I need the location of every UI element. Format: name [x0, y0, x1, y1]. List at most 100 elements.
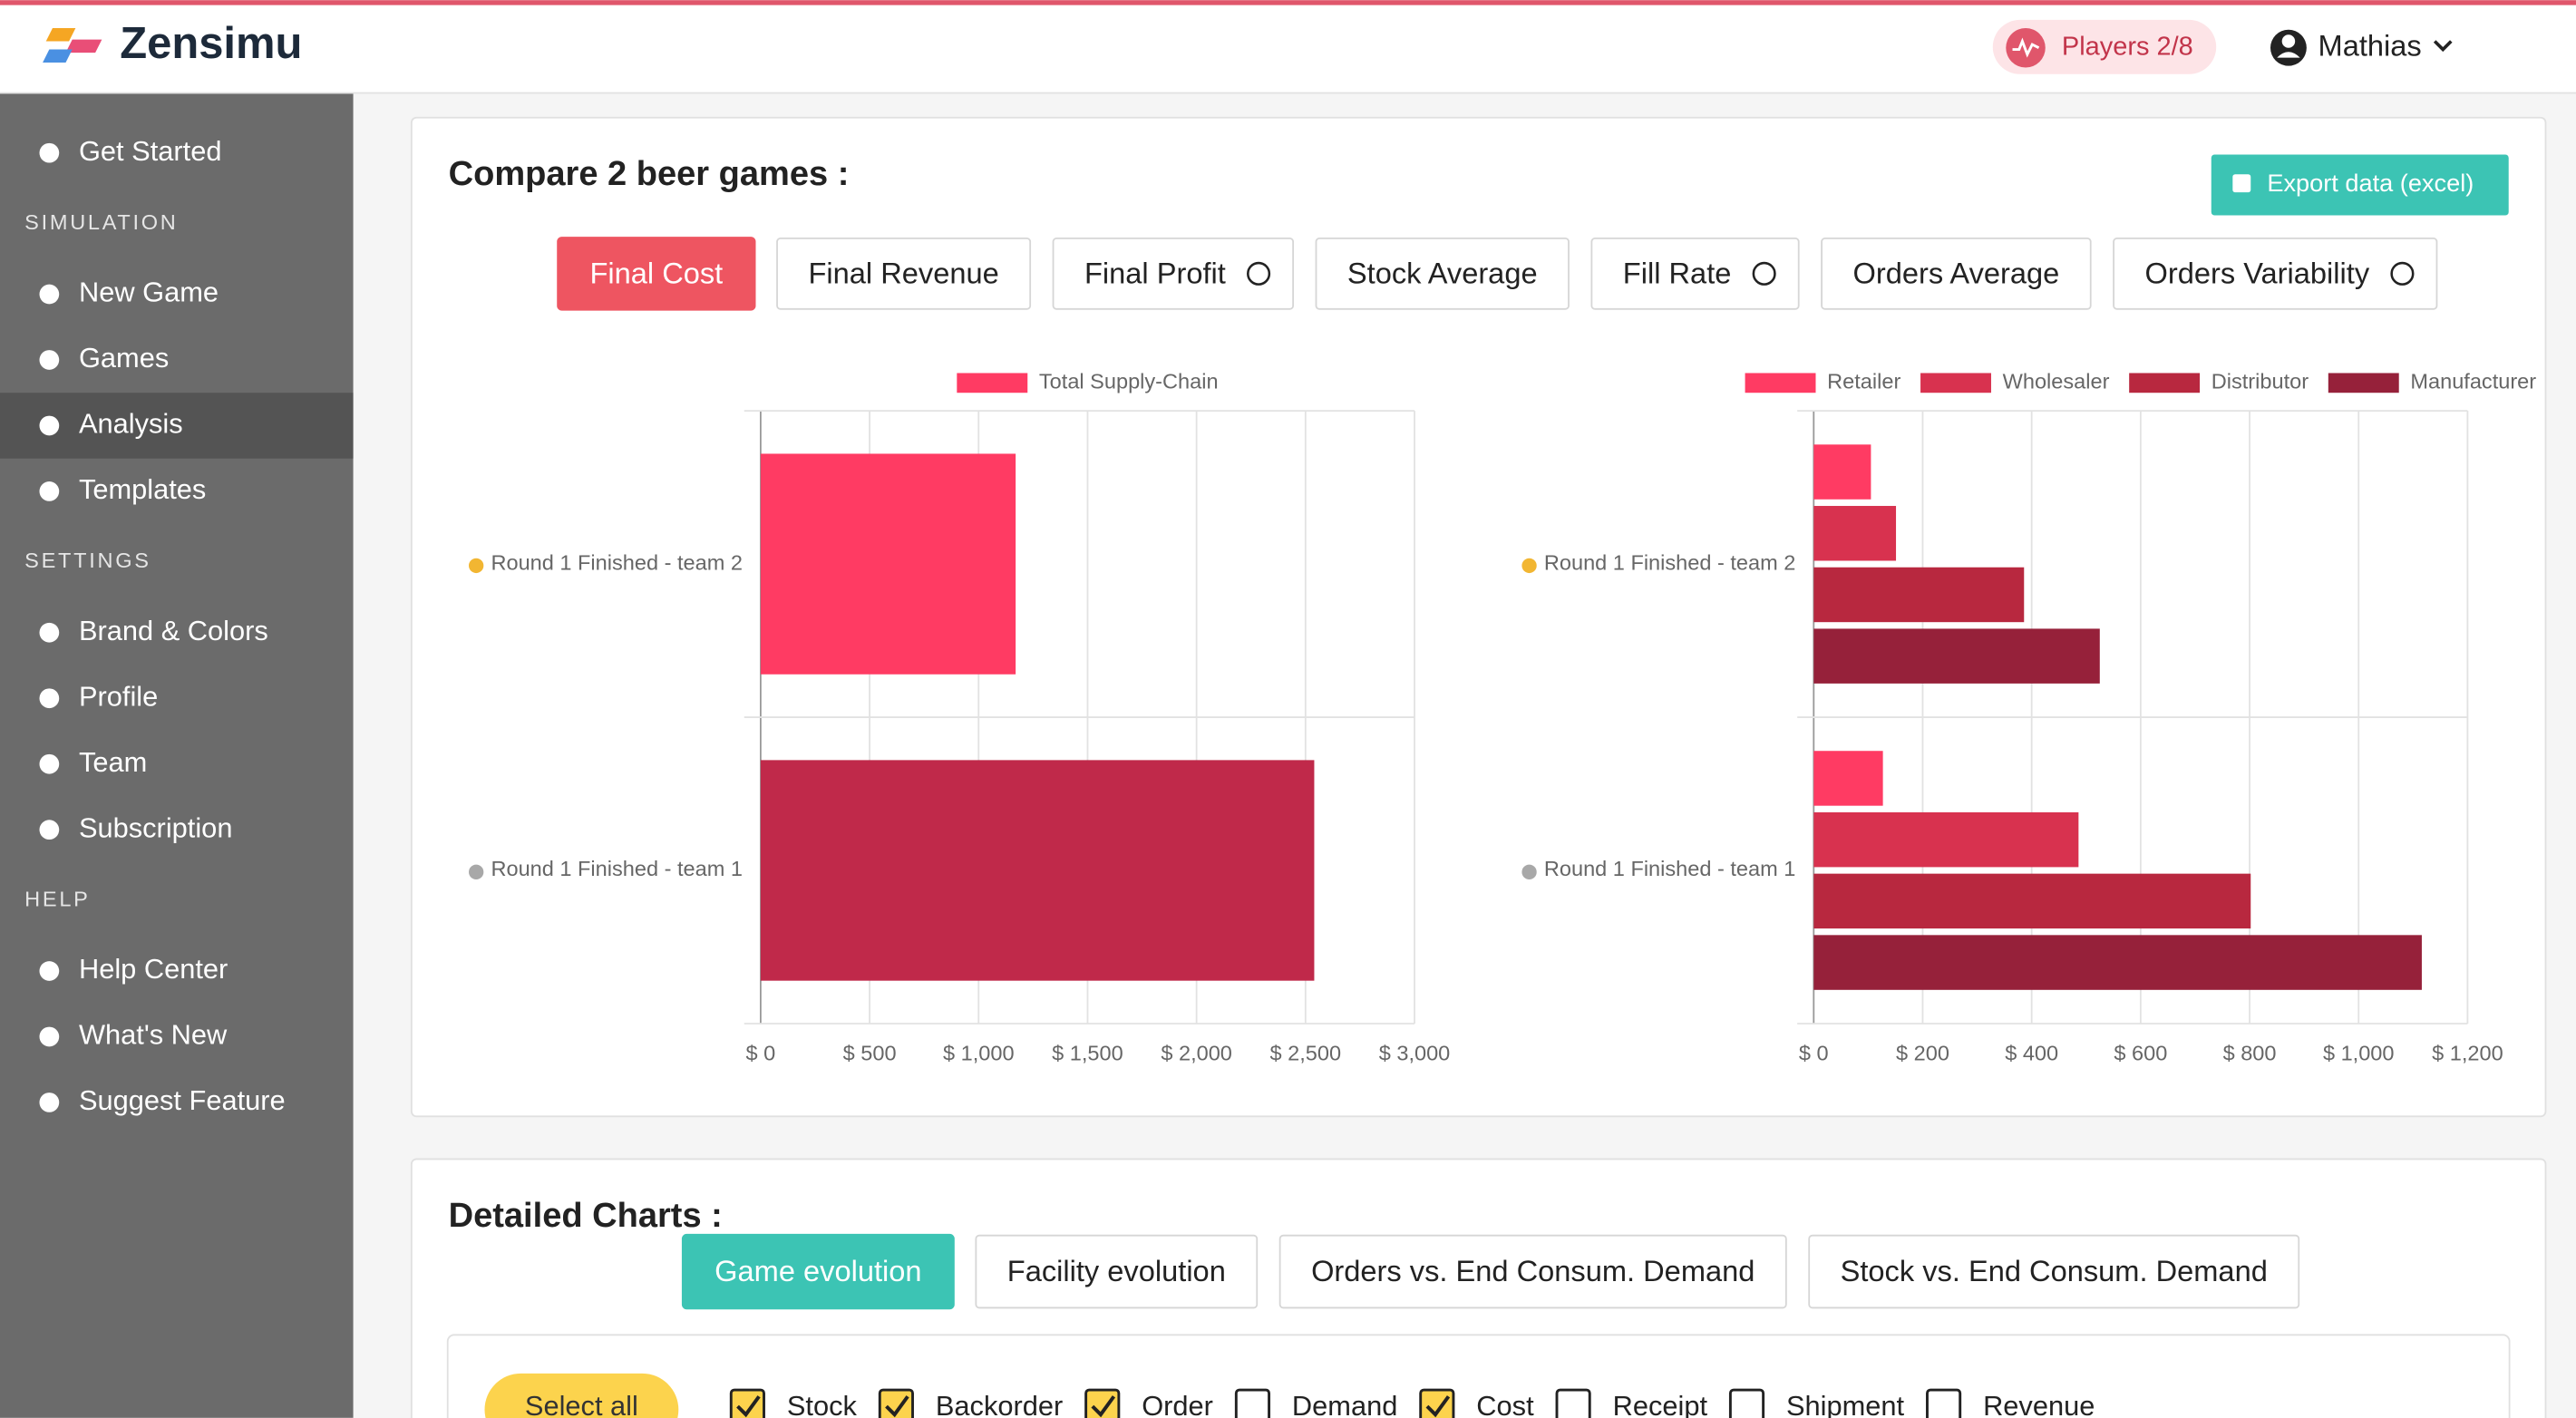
checkbox-label[interactable]: Revenue: [1983, 1390, 2095, 1418]
tab-label[interactable]: Final Profit: [1084, 256, 1226, 289]
sidebar-section: HELP: [24, 887, 90, 910]
sidebar-item[interactable]: Profile: [79, 680, 158, 712]
medal-icon: [469, 864, 484, 879]
sidebar-icon[interactable]: [39, 961, 60, 981]
tab-label[interactable]: Stock vs. End Consum. Demand: [1841, 1254, 2268, 1287]
select-all-button[interactable]: [484, 1373, 679, 1418]
tab-button[interactable]: [2113, 237, 2438, 310]
players-wave: [2012, 37, 2040, 58]
x-tick-label: $ 800: [2223, 1042, 2277, 1065]
tab-button[interactable]: [1052, 237, 1295, 310]
legend-label: Manufacturer: [2410, 370, 2536, 393]
sidebar-item[interactable]: Suggest Feature: [79, 1084, 286, 1116]
sidebar-icon[interactable]: [39, 622, 60, 643]
select-all-label[interactable]: Select all: [525, 1390, 638, 1418]
sidebar-icon[interactable]: [39, 1093, 60, 1112]
sidebar-item[interactable]: Team: [79, 746, 147, 778]
tab-button[interactable]: [1808, 1234, 2300, 1309]
sidebar-icon[interactable]: [39, 350, 60, 370]
excel-icon: [2232, 174, 2251, 193]
checkbox-label[interactable]: Cost: [1476, 1390, 1534, 1418]
sidebar-item[interactable]: Analysis: [79, 408, 183, 440]
checkbox-label[interactable]: Stock: [787, 1390, 858, 1418]
x-tick-label: $ 2,500: [1270, 1042, 1342, 1065]
sidebar-icon[interactable]: [39, 481, 60, 501]
x-tick-label: $ 400: [2005, 1042, 2058, 1065]
sidebar-item[interactable]: New Game: [79, 277, 219, 308]
user-caret[interactable]: [2433, 40, 2453, 53]
players-pill[interactable]: [1992, 19, 2217, 74]
legend-swatch: [1920, 373, 1991, 393]
checkmark: [885, 1395, 909, 1418]
x-tick-label: $ 500: [843, 1042, 897, 1065]
export-button[interactable]: [2211, 154, 2509, 216]
sidebar-icon[interactable]: [39, 284, 60, 305]
tab-label[interactable]: Orders vs. End Consum. Demand: [1311, 1254, 1755, 1287]
user-icon-head: [2281, 34, 2296, 48]
checkbox[interactable]: [878, 1388, 914, 1418]
bar: [1813, 811, 2079, 868]
sidebar-icon[interactable]: [39, 142, 60, 163]
sidebar-icon[interactable]: [39, 1026, 60, 1047]
sidebar-icon[interactable]: [39, 753, 60, 774]
tab-button[interactable]: [776, 237, 1032, 310]
help-icon: [1247, 261, 1271, 286]
sidebar-item[interactable]: Subscription: [79, 811, 232, 843]
legend: Total Supply-Chain: [957, 370, 1219, 393]
charts: $ 0 $ 500 $ 1,000 $ 1,500 $ 2,000 $ 2,500 $ 3,…: [469, 370, 2536, 1065]
export-label[interactable]: Export data (excel): [2267, 169, 2474, 197]
tab-label[interactable]: Fill Rate: [1623, 256, 1732, 289]
sidebar-icon[interactable]: [39, 688, 60, 709]
sidebar-icon[interactable]: [39, 415, 60, 436]
top-strip: [0, 0, 2576, 5]
bar: [760, 453, 1016, 675]
checkbox[interactable]: [1419, 1388, 1455, 1418]
bar: [1813, 628, 2100, 684]
checkbox-label[interactable]: Backorder: [936, 1390, 1063, 1418]
tab-label[interactable]: Facility evolution: [1007, 1254, 1226, 1287]
checkbox[interactable]: [1728, 1388, 1765, 1418]
tab-button[interactable]: [1821, 237, 2092, 310]
tab-label[interactable]: Final Cost: [589, 256, 723, 289]
tab-label[interactable]: Stock Average: [1347, 256, 1538, 289]
tab-label[interactable]: Orders Average: [1852, 256, 2059, 289]
checkbox-label[interactable]: Shipment: [1786, 1390, 1905, 1418]
checkbox[interactable]: [1555, 1388, 1591, 1418]
legend-label: Retailer: [1827, 370, 1900, 393]
checkbox[interactable]: [1234, 1388, 1271, 1418]
tab-button[interactable]: [1278, 1234, 1787, 1309]
sidebar-icon[interactable]: [39, 820, 60, 840]
tab-label[interactable]: Final Revenue: [808, 256, 998, 289]
checkbox[interactable]: [729, 1388, 765, 1418]
tab-button[interactable]: [1590, 237, 1800, 310]
tab-button[interactable]: [681, 1233, 955, 1310]
sidebar-item[interactable]: Get Started: [79, 135, 222, 167]
sidebar-item[interactable]: What's New: [79, 1019, 228, 1051]
x-tick-label: $ 200: [1896, 1042, 1949, 1065]
players[interactable]: Players 2/8: [2062, 32, 2193, 61]
legend-label: Wholesaler: [2003, 370, 2110, 393]
sidebar-item[interactable]: Help Center: [79, 953, 228, 985]
medal-icon: [1521, 864, 1537, 879]
sidebar: [0, 93, 354, 1418]
tab-label[interactable]: Orders Variability: [2145, 256, 2370, 289]
sidebar-item[interactable]: Templates: [79, 473, 206, 505]
checkmark: [1091, 1395, 1116, 1418]
logo[interactable]: Zensimu: [120, 19, 302, 68]
checkbox-label[interactable]: Order: [1142, 1390, 1213, 1418]
category-label: Round 1 Finished - team 2: [1544, 550, 1795, 574]
tab-label[interactable]: Game evolution: [714, 1254, 921, 1287]
sidebar-items: Get Started SIMULATION New Game Games Analys…: [0, 135, 354, 1116]
checkbox[interactable]: [1084, 1388, 1121, 1418]
sidebar-item[interactable]: Brand & Colors: [79, 615, 268, 646]
tab-button[interactable]: [1315, 237, 1570, 310]
checkbox-label[interactable]: Demand: [1292, 1390, 1397, 1418]
sidebar-item[interactable]: Games: [79, 342, 169, 374]
user-name[interactable]: Mathias: [2318, 28, 2422, 62]
tab-button[interactable]: [975, 1234, 1259, 1309]
checkbox[interactable]: [1926, 1388, 1962, 1418]
compare-tabs: Final Cost Final Revenue Final Profit Stock…: [557, 237, 2438, 311]
checkbox-label[interactable]: Receipt: [1613, 1390, 1708, 1418]
tab-button[interactable]: [557, 237, 756, 311]
